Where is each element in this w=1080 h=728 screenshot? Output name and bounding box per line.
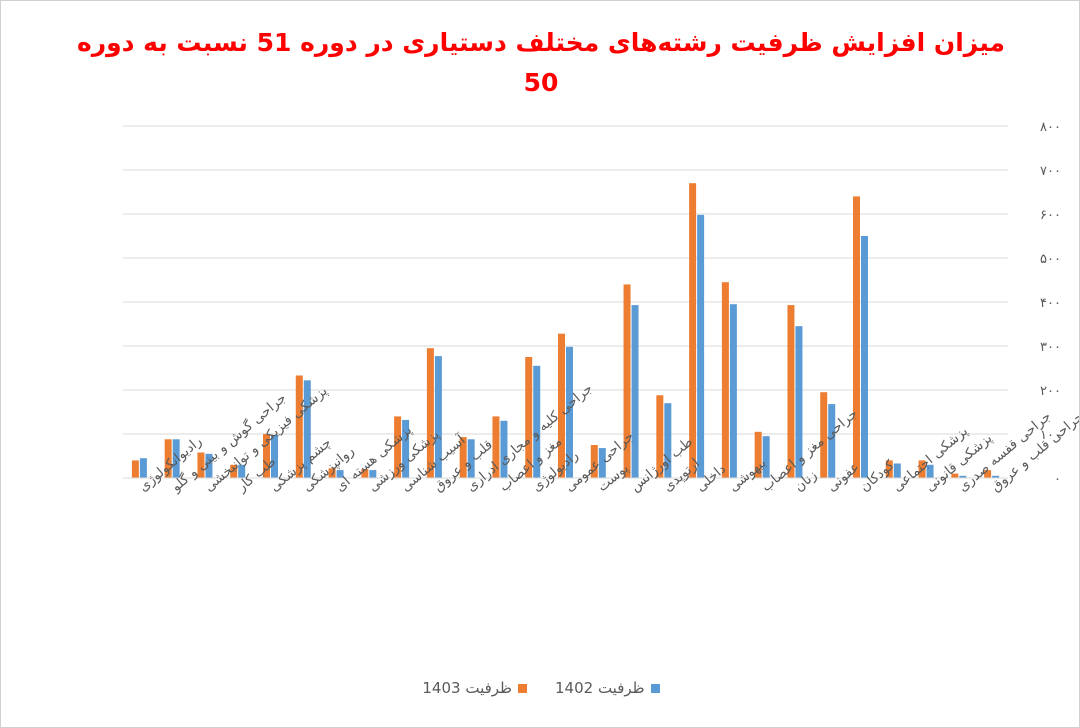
bar-series-1402 [893,463,901,478]
legend-item-1402: ظرفیت 1402 [555,679,660,697]
bar-series-1402 [926,464,934,478]
bar-series-1402 [566,346,573,478]
legend-swatch-1402 [650,683,660,693]
bar-series-1403 [164,439,172,478]
bar-series-1403 [525,357,533,478]
bar-series-1403 [656,395,664,478]
bar-series-1403 [689,183,697,478]
bar-series-1403 [820,392,828,478]
bars [131,183,1000,478]
bar-series-1403 [492,416,500,478]
y-tick-label: ۵۰۰ [1040,252,1061,267]
legend-item-1403: ظرفیت 1403 [422,679,527,697]
bar-series-1403 [361,469,369,478]
bar-series-1402 [861,236,868,478]
bar-series-1402 [762,436,770,478]
bar-series-1402 [729,304,737,478]
y-tick-label: ۲۰۰ [1040,384,1061,399]
gridlines [123,125,1008,435]
bar-series-1403 [131,460,139,478]
bar-series-1403 [197,452,205,478]
y-axis-ticks: ۰ ۱۰۰ ۲۰۰ ۳۰۰ ۴۰۰ ۵۰۰ ۶۰۰ ۷۰۰ ۸۰۰ [1040,120,1061,487]
y-tick-label: ۷۰۰ [1040,164,1061,179]
bar-series-1403 [426,348,434,478]
bar-series-1403 [754,431,762,478]
y-tick-label: ۳۰۰ [1040,340,1061,355]
bar-series-1403 [984,470,992,478]
bar-series-1402 [598,448,606,478]
bar-series-1402 [697,214,705,478]
y-tick-label: ۴۰۰ [1040,296,1061,311]
bar-series-1402 [795,326,803,478]
bar-series-1403 [394,416,402,478]
bar-series-1402 [205,453,213,478]
bar-series-1402 [533,365,541,478]
bar-series-1403 [853,196,860,478]
bar-series-1402 [434,356,442,478]
bar-series-1402 [369,470,377,478]
bar-series-1402 [303,380,311,478]
bar-series-1403 [623,284,631,478]
bar-series-1403 [295,375,303,478]
bar-series-1403 [951,473,959,478]
bar-series-1402 [664,403,672,478]
bar-series-1403 [721,282,729,478]
bar-series-1402 [828,404,836,478]
bar-series-1402 [139,458,147,478]
bar-series-1403 [459,437,467,478]
plot-area: ۰ ۱۰۰ ۲۰۰ ۳۰۰ ۴۰۰ ۵۰۰ ۶۰۰ ۷۰۰ ۸۰۰ رادیوانکولوژیج… [123,120,1079,496]
bar-series-1403 [885,460,893,478]
y-tick-label: ۶۰۰ [1040,208,1061,223]
bar-series-1402 [992,475,1000,478]
legend: ظرفیت 1403 ظرفیت 1402 [1,679,1080,697]
bar-series-1402 [336,470,344,478]
bar-series-1403 [918,460,926,478]
bar-series-1402 [238,464,246,478]
bar-series-1402 [631,305,639,478]
bar-series-1403 [328,468,336,478]
y-tick-label: ۸۰۰ [1040,120,1061,135]
legend-label-1402: ظرفیت 1402 [555,679,645,697]
bar-series-1402 [467,439,475,478]
bar-series-1403 [590,445,598,478]
bar-series-1402 [172,439,180,478]
y-tick-label: ۱۰۰ [1040,428,1061,443]
legend-swatch-1403 [518,683,527,693]
bar-series-1402 [959,475,967,478]
bar-series-1402 [271,434,278,478]
bar-series-1402 [500,420,508,478]
bar-series-1403 [787,305,795,478]
y-tick-label: ۰ [1054,472,1061,487]
bar-series-1403 [558,333,565,478]
bar-series-1403 [263,434,270,478]
chart-title: میزان افزایش ظرفیت رشته‌های مختلف دستیار… [76,28,1006,97]
bar-series-1402 [402,419,410,478]
legend-label-1403: ظرفیت 1403 [422,679,512,697]
bar-series-1403 [230,464,238,478]
